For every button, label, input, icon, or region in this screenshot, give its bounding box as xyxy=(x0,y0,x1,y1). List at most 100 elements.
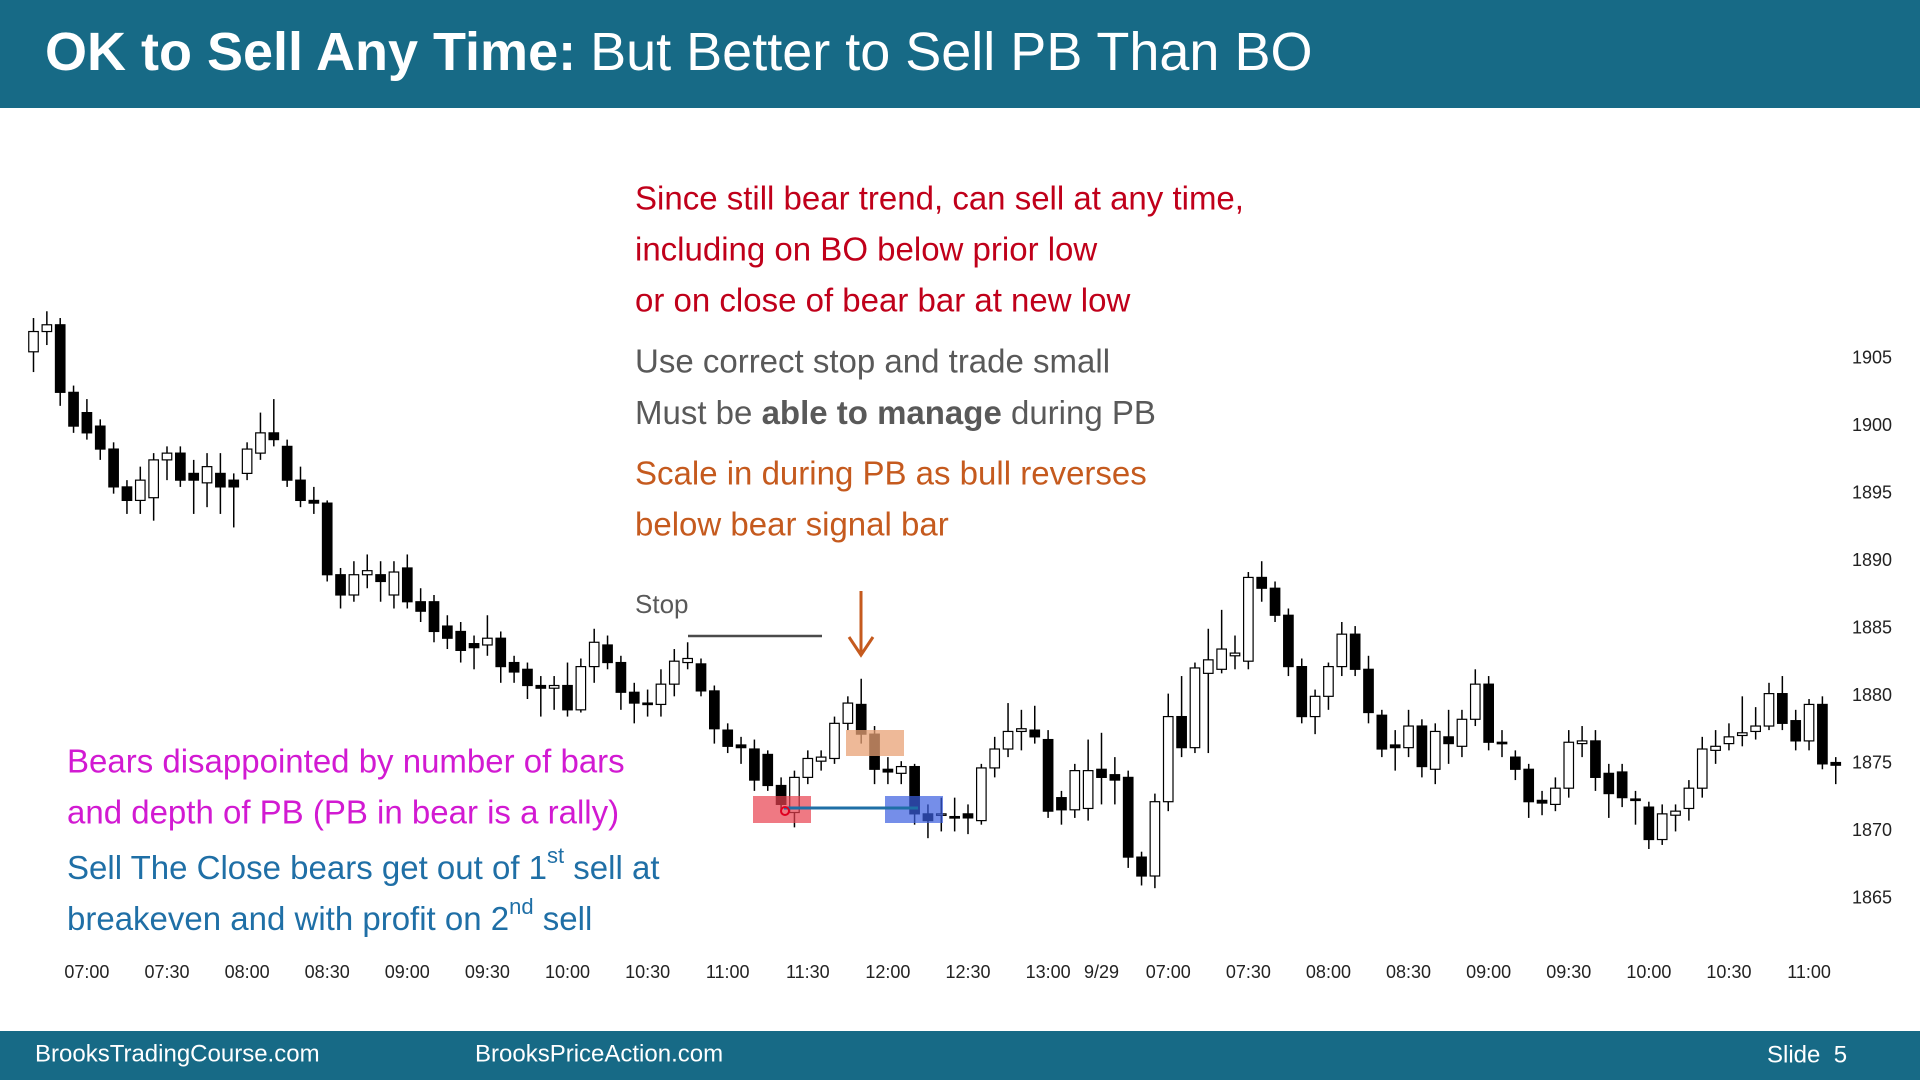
candle-body xyxy=(134,479,146,502)
note-orange-line: below bear signal bar xyxy=(635,506,949,543)
y-tick-label: 1875 xyxy=(1852,753,1892,773)
y-tick-label: 1900 xyxy=(1852,415,1892,435)
candle-body xyxy=(1710,745,1721,751)
candle-body xyxy=(415,601,426,612)
x-tick-label: 10:30 xyxy=(625,962,670,982)
candle-body xyxy=(1736,732,1748,737)
x-tick-label: 11:30 xyxy=(786,962,830,982)
candle-body xyxy=(201,466,213,484)
candle-body xyxy=(1229,652,1241,657)
note-run: breakeven and with profit on 2 xyxy=(67,900,509,937)
candle-body xyxy=(802,757,814,778)
note-magenta-line: Bears disappointed by number of bars xyxy=(67,743,625,780)
candle-body xyxy=(895,765,907,774)
candle-body xyxy=(615,661,627,693)
note-run: sell xyxy=(534,900,593,937)
candle-body xyxy=(335,574,346,596)
x-tick-label: 07:00 xyxy=(64,962,109,982)
candle-body xyxy=(1670,810,1681,816)
candle-body xyxy=(1082,770,1094,810)
candle-body xyxy=(1630,798,1641,802)
candle-body xyxy=(1242,576,1254,662)
x-tick-label: 08:30 xyxy=(1386,962,1431,982)
candle-body xyxy=(1429,730,1441,770)
candle-body xyxy=(1269,587,1281,616)
candle-body xyxy=(1283,614,1294,668)
candle-body xyxy=(1483,683,1495,743)
candle-body xyxy=(1309,695,1321,718)
candle-body xyxy=(1376,714,1388,750)
y-tick-label: 1885 xyxy=(1852,618,1892,638)
candle-body xyxy=(762,753,774,787)
candle-body xyxy=(28,330,39,353)
candle-body xyxy=(682,657,694,664)
x-tick-label: 09:30 xyxy=(1546,962,1591,982)
candle-body xyxy=(628,691,640,704)
note-gray-line: Must be able to manage during PB xyxy=(635,394,1156,431)
candle-body xyxy=(1002,730,1014,750)
candle-body xyxy=(1723,736,1735,745)
note-run: Must be xyxy=(635,394,762,431)
note-magenta-line: and depth of PB (PB in bear is a rally) xyxy=(67,794,619,831)
candle-body xyxy=(108,448,119,488)
candle-body xyxy=(588,641,600,668)
candle-body xyxy=(361,570,373,576)
note-run: during PB xyxy=(1002,394,1156,431)
candle-body xyxy=(41,324,53,333)
entry-dot xyxy=(780,806,790,816)
y-tick-label: 1865 xyxy=(1852,888,1892,908)
candle-body xyxy=(1056,797,1067,811)
candle-body xyxy=(962,813,974,819)
candle-body xyxy=(1096,768,1107,778)
candle-body xyxy=(1296,665,1308,718)
x-tick-label: 09:00 xyxy=(385,962,430,982)
x-tick-label: 11:00 xyxy=(706,962,750,982)
candle-body xyxy=(562,684,573,711)
note-superscript: nd xyxy=(509,894,533,919)
candle-body xyxy=(348,574,360,596)
candle-body xyxy=(1576,740,1588,745)
candle-body xyxy=(708,690,720,730)
y-tick-label: 1895 xyxy=(1852,482,1892,502)
candle-body xyxy=(1603,772,1615,795)
candle-body xyxy=(1216,648,1228,670)
candle-body xyxy=(1403,725,1414,749)
candle-body xyxy=(375,574,386,583)
candle-body xyxy=(602,644,613,664)
x-tick-label: 9/29 xyxy=(1084,962,1119,982)
candle-body xyxy=(428,601,440,633)
note-run: sell at xyxy=(564,849,659,886)
candle-body xyxy=(1069,770,1081,811)
candle-body xyxy=(749,748,760,781)
note-run-bold: able to manage xyxy=(762,394,1002,431)
candle-body xyxy=(829,722,840,760)
footer-left: BrooksTradingCourse.com xyxy=(35,1040,320,1067)
candle-body xyxy=(1563,741,1575,789)
candle-body xyxy=(1456,718,1468,747)
candle-body xyxy=(722,729,734,747)
candle-body xyxy=(575,665,587,711)
y-tick-label: 1890 xyxy=(1852,550,1892,570)
candle-body xyxy=(455,630,467,651)
candle-body xyxy=(1349,633,1361,670)
stop-label: Stop xyxy=(635,589,689,619)
candle-body xyxy=(1202,659,1214,674)
note-blue-line: Sell The Close bears get out of 1st sell… xyxy=(67,843,660,885)
candle-body xyxy=(735,744,747,749)
candle-body xyxy=(482,637,493,646)
header-bar xyxy=(0,0,1920,108)
candle-body xyxy=(54,324,66,393)
candle-body xyxy=(1790,720,1802,742)
candle-body xyxy=(1696,748,1708,789)
note-run: Sell The Close bears get out of 1 xyxy=(67,849,547,886)
candle-body xyxy=(1042,738,1054,812)
candle-body xyxy=(148,459,159,499)
candle-body xyxy=(295,479,306,502)
y-tick-label: 1870 xyxy=(1852,820,1892,840)
note-orange-line: Scale in during PB as bull reverses xyxy=(635,455,1147,492)
candle-body xyxy=(268,432,280,441)
footer-bar xyxy=(0,1031,1920,1080)
candle-body xyxy=(1536,799,1548,804)
y-tick-label: 1880 xyxy=(1852,685,1892,705)
